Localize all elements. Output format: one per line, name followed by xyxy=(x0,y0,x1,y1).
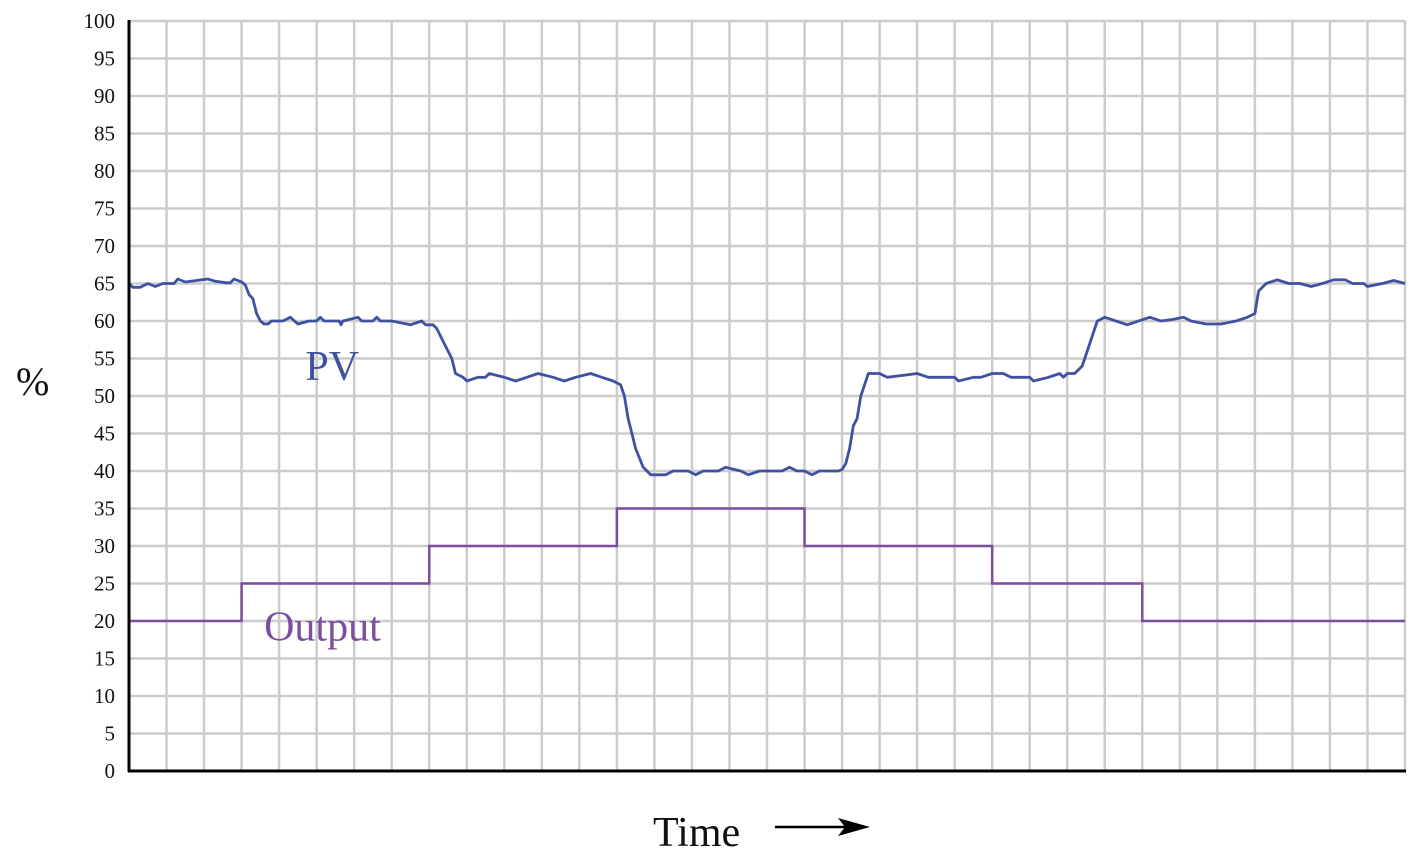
output-series-label: Output xyxy=(264,604,381,650)
y-tick-label: 55 xyxy=(94,347,115,371)
y-tick-label: 95 xyxy=(94,47,115,71)
y-tick-label: 100 xyxy=(84,9,116,33)
y-tick-label: 80 xyxy=(94,159,115,183)
y-tick-label: 60 xyxy=(94,309,115,333)
y-tick-label: 25 xyxy=(94,572,115,596)
y-tick-label: 40 xyxy=(94,459,115,483)
y-tick-label: 85 xyxy=(94,122,115,146)
y-tick-label: 65 xyxy=(94,272,115,296)
y-tick-label: 90 xyxy=(94,84,115,108)
pv-line xyxy=(128,277,1406,477)
right-arrow-icon xyxy=(775,818,870,836)
y-tick-label: 5 xyxy=(105,722,116,746)
y-tick-label: 10 xyxy=(94,684,115,708)
output-series xyxy=(129,507,1405,623)
y-tick-label: 70 xyxy=(94,234,115,258)
y-tick-label: 30 xyxy=(94,534,115,558)
pv-series xyxy=(128,277,1406,477)
y-tick-label: 35 xyxy=(94,497,115,521)
y-tick-label: 0 xyxy=(105,759,116,783)
y-tick-label: 20 xyxy=(94,609,115,633)
x-axis-label: Time xyxy=(653,810,740,856)
y-axis-ticks: 0 5 10 15 20 25 30 35 40 45 50 55 60 65 70 75 80 85 90 95 10… xyxy=(84,9,116,783)
y-tick-label: 50 xyxy=(94,384,115,408)
y-axis-label: % xyxy=(16,359,49,404)
y-tick-label: 75 xyxy=(94,197,115,221)
pv-series-label: PV xyxy=(305,344,359,390)
y-tick-label: 45 xyxy=(94,422,115,446)
grid-lines xyxy=(129,19,1407,771)
output-line xyxy=(129,507,1405,623)
y-tick-label: 15 xyxy=(94,647,115,671)
